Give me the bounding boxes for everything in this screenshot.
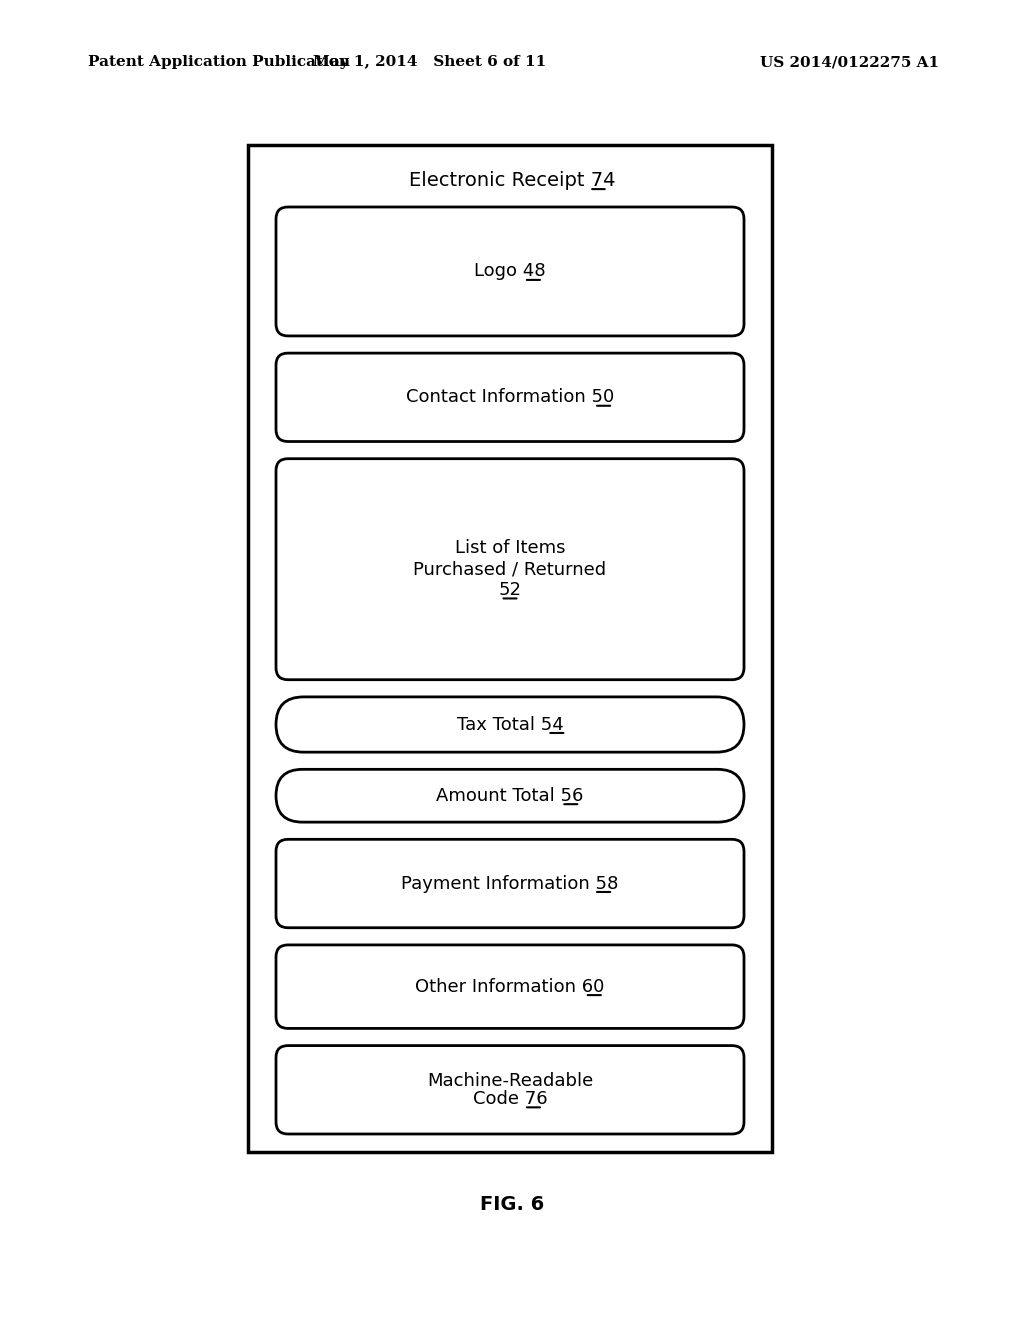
FancyBboxPatch shape [276,207,744,335]
FancyBboxPatch shape [276,697,744,752]
Text: 52: 52 [499,581,521,599]
Text: Other Information 60: Other Information 60 [416,978,605,995]
Text: Contact Information 50: Contact Information 50 [406,388,614,407]
Text: Tax Total 54: Tax Total 54 [457,715,563,734]
Bar [248,145,772,1152]
FancyBboxPatch shape [276,354,744,441]
Text: US 2014/0122275 A1: US 2014/0122275 A1 [760,55,939,69]
Text: Purchased / Returned: Purchased / Returned [414,560,606,578]
FancyBboxPatch shape [276,770,744,822]
FancyBboxPatch shape [276,840,744,928]
Text: Machine-Readable: Machine-Readable [427,1072,593,1090]
Text: Patent Application Publication: Patent Application Publication [88,55,350,69]
FancyBboxPatch shape [276,945,744,1028]
Text: Payment Information 58: Payment Information 58 [401,875,618,892]
Text: Amount Total 56: Amount Total 56 [436,787,584,805]
Text: FIG. 6: FIG. 6 [480,1196,544,1214]
Text: List of Items: List of Items [455,540,565,557]
Text: Code 76: Code 76 [473,1090,547,1107]
Text: Electronic Receipt 74: Electronic Receipt 74 [409,170,615,190]
Text: May 1, 2014   Sheet 6 of 11: May 1, 2014 Sheet 6 of 11 [313,55,547,69]
FancyBboxPatch shape [276,1045,744,1134]
FancyBboxPatch shape [276,459,744,680]
Text: Logo 48: Logo 48 [474,263,546,280]
